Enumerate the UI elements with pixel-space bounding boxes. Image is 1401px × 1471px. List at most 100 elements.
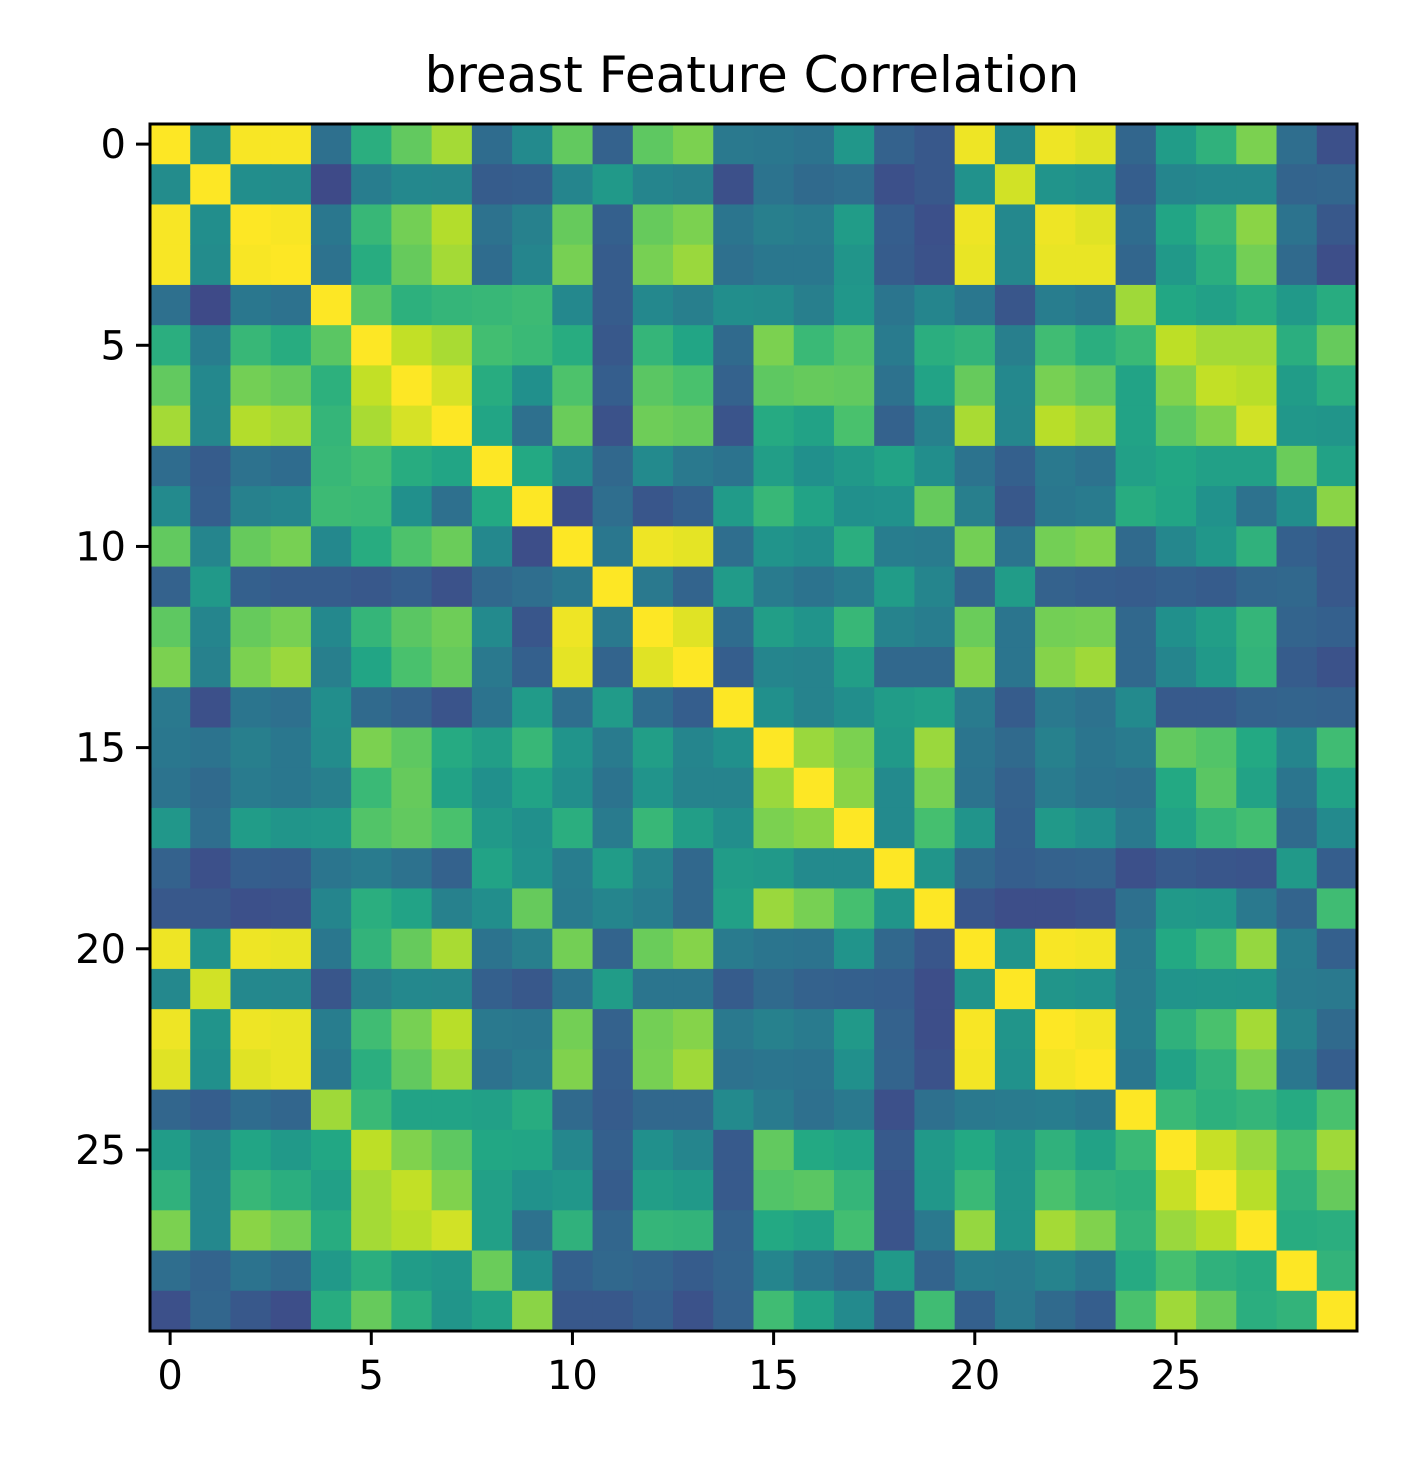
- heatmap-cell: [994, 325, 1036, 366]
- heatmap-cell: [471, 1129, 513, 1171]
- heatmap-cell: [1196, 968, 1237, 1010]
- heatmap-cell: [1236, 1250, 1278, 1292]
- heatmap-cell: [833, 606, 875, 648]
- heatmap-cell: [673, 164, 714, 206]
- heatmap-cell: [1316, 968, 1358, 1010]
- heatmap-cell: [190, 1049, 232, 1091]
- heatmap-cell: [1316, 486, 1358, 527]
- heatmap-cell: [230, 727, 272, 769]
- heatmap-cell: [1196, 124, 1237, 165]
- heatmap-cell: [1155, 204, 1197, 246]
- heatmap-cell: [954, 365, 996, 407]
- heatmap-cell: [1115, 888, 1157, 930]
- heatmap-cell: [713, 727, 755, 769]
- heatmap-cell: [190, 486, 232, 527]
- heatmap-cell: [874, 204, 916, 246]
- heatmap-cell: [833, 647, 875, 688]
- heatmap-cell: [1115, 1250, 1157, 1292]
- heatmap-cell: [793, 1049, 835, 1091]
- heatmap-cell: [1075, 647, 1117, 688]
- heatmap-cell: [1276, 365, 1318, 407]
- heatmap-cell: [1316, 807, 1358, 849]
- heatmap-cell: [1276, 244, 1318, 286]
- heatmap-cell: [874, 928, 916, 970]
- heatmap-cell: [994, 727, 1036, 769]
- heatmap-cell: [431, 1129, 473, 1171]
- heatmap-cell: [1196, 244, 1237, 286]
- heatmap-cell: [190, 164, 232, 206]
- heatmap-cell: [1075, 767, 1117, 809]
- heatmap-cell: [270, 1129, 312, 1171]
- heatmap-cell: [351, 1210, 392, 1252]
- heatmap-cell: [1035, 1250, 1076, 1292]
- heatmap-cell: [150, 687, 191, 729]
- heatmap-cell: [150, 445, 191, 487]
- heatmap-cell: [351, 1250, 392, 1292]
- heatmap-cell: [1155, 647, 1197, 688]
- heatmap-cell: [431, 244, 473, 286]
- heatmap-cell: [1276, 928, 1318, 970]
- heatmap-cell: [1115, 405, 1157, 447]
- heatmap-cell: [632, 807, 674, 849]
- heatmap-cell: [150, 848, 191, 890]
- heatmap-cell: [954, 606, 996, 648]
- heatmap-cell: [914, 405, 956, 447]
- heatmap-cell: [1316, 1170, 1358, 1211]
- heatmap-cell: [673, 1089, 714, 1131]
- heatmap-cell: [673, 486, 714, 527]
- heatmap-cell: [1115, 325, 1157, 366]
- heatmap-cell: [270, 124, 312, 165]
- heatmap-cell: [351, 204, 392, 246]
- heatmap-cell: [230, 325, 272, 366]
- heatmap-cell: [753, 1009, 795, 1050]
- heatmap-cell: [512, 244, 553, 286]
- heatmap-cell: [190, 244, 232, 286]
- heatmap-cell: [994, 968, 1036, 1010]
- heatmap-cell: [552, 1250, 594, 1292]
- heatmap-cell: [954, 164, 996, 206]
- heatmap-cell: [230, 164, 272, 206]
- heatmap-cell: [391, 807, 433, 849]
- heatmap-cell: [391, 566, 433, 608]
- heatmap-cell: [310, 244, 352, 286]
- heatmap-cell: [1276, 526, 1318, 568]
- heatmap-cell: [914, 727, 956, 769]
- heatmap-cell: [1236, 1089, 1278, 1131]
- heatmap-cell: [1155, 1250, 1197, 1292]
- heatmap-cell: [270, 486, 312, 527]
- heatmap-cell: [994, 848, 1036, 890]
- heatmap-cell: [552, 968, 594, 1010]
- heatmap-cell: [833, 968, 875, 1010]
- heatmap-cell: [914, 566, 956, 608]
- heatmap-cell: [310, 1089, 352, 1131]
- heatmap-cell: [673, 928, 714, 970]
- heatmap-cell: [1155, 687, 1197, 729]
- heatmap-cell: [1115, 486, 1157, 527]
- heatmap-cell: [431, 888, 473, 930]
- heatmap-cell: [914, 365, 956, 407]
- heatmap-cell: [632, 204, 674, 246]
- heatmap-cell: [632, 1049, 674, 1091]
- heatmap-cell: [230, 807, 272, 849]
- heatmap-cell: [431, 727, 473, 769]
- heatmap-cell: [230, 1089, 272, 1131]
- heatmap-cell: [230, 687, 272, 729]
- heatmap-cell: [713, 1089, 755, 1131]
- heatmap-cell: [391, 647, 433, 688]
- heatmap-cell: [310, 284, 352, 326]
- heatmap-cell: [431, 164, 473, 206]
- heatmap-cell: [512, 445, 553, 487]
- heatmap-cell: [632, 606, 674, 648]
- heatmap-cell: [1035, 1009, 1076, 1050]
- heatmap-cell: [552, 1170, 594, 1211]
- heatmap-cell: [1035, 1290, 1076, 1332]
- chart-title: breast Feature Correlation: [425, 46, 1080, 104]
- heatmap-cell: [512, 325, 553, 366]
- heatmap-cell: [431, 1210, 473, 1252]
- heatmap-cell: [471, 486, 513, 527]
- heatmap-cell: [150, 325, 191, 366]
- heatmap-cell: [431, 767, 473, 809]
- heatmap-cell: [713, 325, 755, 366]
- heatmap-cell: [310, 1290, 352, 1332]
